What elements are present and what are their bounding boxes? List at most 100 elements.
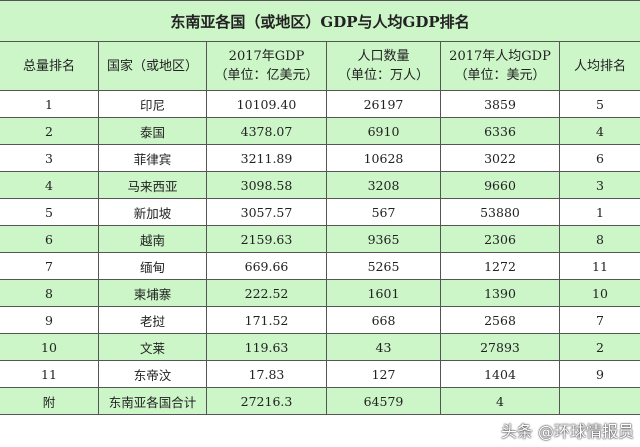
table-cell: 10109.40	[206, 90, 327, 118]
table-cell: 2	[0, 117, 99, 145]
table-cell: 1272	[440, 252, 560, 280]
header-line-1: 总量排名	[22, 58, 75, 74]
table-cell: 2568	[440, 306, 560, 334]
table-cell: 6336	[440, 117, 560, 145]
table-cell: 新加坡	[98, 198, 207, 226]
table-title: 东南亚各国（或地区）GDP与人均GDP排名	[0, 0, 640, 42]
table-cell: 127	[326, 360, 441, 388]
table-cell: 668	[326, 306, 441, 334]
header-line-1: 人口数量	[357, 49, 410, 64]
table-cell: 5	[558, 90, 640, 118]
table-cell: 9660	[440, 171, 560, 199]
table-cell: 4378.07	[206, 117, 327, 145]
table-cell: 27893	[440, 333, 560, 361]
header-row: 总量排名 国家（或地区） 2017年GDP （单位：亿美元） 人口数量 （单位：万人） 20…	[0, 41, 640, 91]
table-row: 8 柬埔寨 222.52 1601 1390 10	[0, 279, 640, 307]
table-cell: 东帝汶	[98, 360, 207, 388]
table-cell: 3	[558, 171, 640, 199]
table-cell: 5265	[326, 252, 441, 280]
table-row: 6 越南 2159.63 9365 2306 8	[0, 225, 640, 253]
table-cell: 6	[558, 144, 640, 172]
table-cell: 8	[558, 225, 640, 253]
table-cell: 8	[0, 279, 99, 307]
table-cell: 5	[0, 198, 99, 226]
column-header: 人口数量 （单位：万人）	[326, 41, 441, 91]
table-cell: 马来西亚	[98, 171, 207, 199]
table-cell: 3859	[440, 90, 560, 118]
header-line-1: 国家（或地区）	[106, 58, 198, 74]
table-cell: 1390	[440, 279, 560, 307]
table-cell: 3057.57	[206, 198, 327, 226]
table-cell: 9365	[326, 225, 441, 253]
table-cell: 附	[0, 387, 99, 415]
table-cell: 171.52	[206, 306, 327, 334]
table-cell: 119.63	[206, 333, 327, 361]
table-cell: 7	[0, 252, 99, 280]
table-cell: 泰国	[98, 117, 207, 145]
table-cell: 文莱	[98, 333, 207, 361]
table-cell: 2306	[440, 225, 560, 253]
header-line-2: （单位：万人）	[337, 68, 429, 83]
table-cell: 菲律宾	[98, 144, 207, 172]
table-cell: 3	[0, 144, 99, 172]
table-cell: 4	[558, 117, 640, 145]
table-cell: 3211.89	[206, 144, 327, 172]
table-cell: 26197	[326, 90, 441, 118]
table-cell: 越南	[98, 225, 207, 253]
table-cell: 3098.58	[206, 171, 327, 199]
table-cell: 4	[440, 387, 560, 415]
table-cell: 2	[558, 333, 640, 361]
table-cell: 27216.3	[206, 387, 327, 415]
table-cell: 10	[558, 279, 640, 307]
table-cell: 1	[558, 198, 640, 226]
table-cell: 53880	[440, 198, 560, 226]
table-cell: 3022	[440, 144, 560, 172]
table-cell: 9	[0, 306, 99, 334]
table-row: 2 泰国 4378.07 6910 6336 4	[0, 117, 640, 145]
table-cell: 印尼	[98, 90, 207, 118]
table-cell: 64579	[326, 387, 441, 415]
table-cell: 7	[558, 306, 640, 334]
header-line-2: （单位：亿美元）	[214, 68, 319, 83]
table-cell: 9	[558, 360, 640, 388]
column-header: 2017年GDP （单位：亿美元）	[206, 41, 327, 91]
blank-row	[0, 414, 640, 421]
table-row: 附东南亚各国合计 27216.3 64579 4	[0, 387, 640, 415]
table-cell: 1	[0, 90, 99, 118]
table-cell: 东南亚各国合计	[98, 387, 207, 415]
table-cell: 缅甸	[98, 252, 207, 280]
table-cell: 222.52	[206, 279, 327, 307]
table-row: 3 菲律宾 3211.89 10628 3022 6	[0, 144, 640, 172]
table-cell: 17.83	[206, 360, 327, 388]
header-line-1: 人均排名	[574, 58, 627, 74]
table-row: 1 印尼 10109.40 26197 3859 5	[0, 90, 640, 118]
column-header: 国家（或地区）	[98, 41, 207, 91]
header-line-2: （单位：美元）	[454, 68, 546, 83]
table-cell: 11	[558, 252, 640, 280]
table-cell: 4	[0, 171, 99, 199]
table-row: 11 东帝汶 17.83 127 1404 9	[0, 360, 640, 388]
column-header: 2017年人均GDP （单位：美元）	[440, 41, 560, 91]
table-cell: 10	[0, 333, 99, 361]
table-cell: 6	[0, 225, 99, 253]
table-row: 9 老挝 171.52 668 2568 7	[0, 306, 640, 334]
header-line-1: 2017年GDP	[228, 49, 305, 64]
table-cell: 3208	[326, 171, 441, 199]
table-row: 7 缅甸 669.66 5265 1272 11	[0, 252, 640, 280]
table-cell: 669.66	[206, 252, 327, 280]
table-cell	[558, 387, 640, 415]
table-cell: 43	[326, 333, 441, 361]
watermark: 头条 @环球情报员	[500, 422, 634, 441]
table-row: 10 文莱 119.63 43 27893 2	[0, 333, 640, 361]
table-cell: 6910	[326, 117, 441, 145]
table-row: 5 新加坡 3057.57 567 53880 1	[0, 198, 640, 226]
table-cell: 1404	[440, 360, 560, 388]
gdp-table: 东南亚各国（或地区）GDP与人均GDP排名 总量排名 国家（或地区） 2017年GD…	[0, 0, 640, 421]
table-cell: 2159.63	[206, 225, 327, 253]
table-cell: 10628	[326, 144, 441, 172]
column-header: 人均排名	[558, 41, 640, 91]
table-cell: 老挝	[98, 306, 207, 334]
table-cell: 567	[326, 198, 441, 226]
table-cell: 11	[0, 360, 99, 388]
